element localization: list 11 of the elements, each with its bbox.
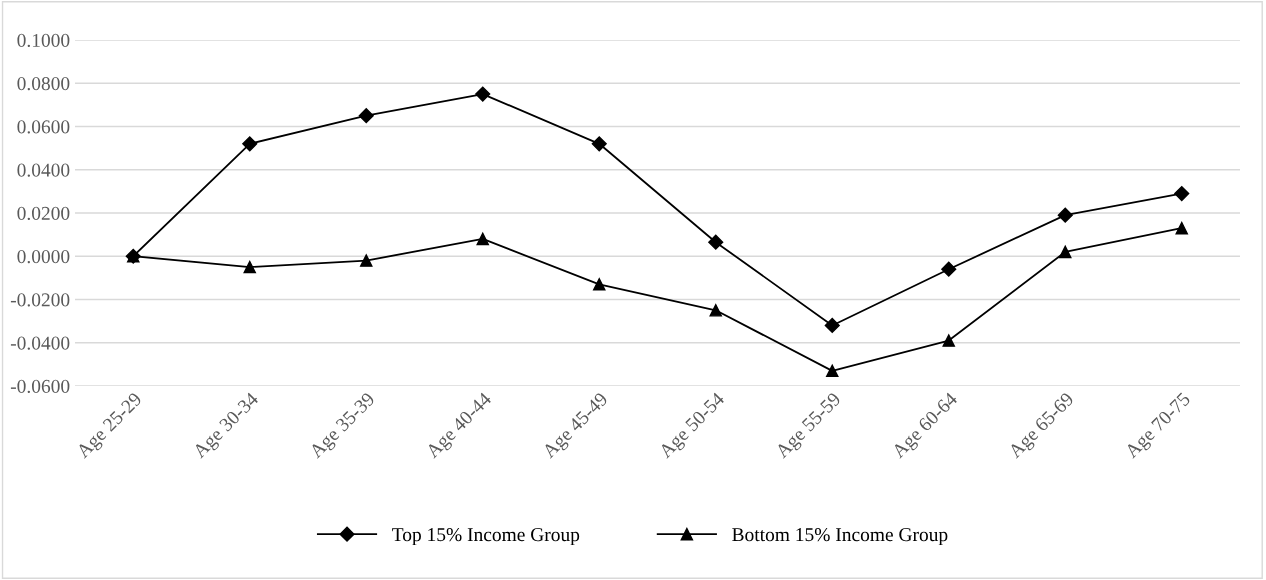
y-tick-label: 0.0400 (17, 163, 70, 177)
legend-label: Top 15% Income Group (392, 528, 580, 546)
y-tick-label: 0.0000 (17, 250, 70, 264)
y-tick-label: -0.0200 (10, 293, 70, 307)
legend-label: Bottom 15% Income Group (732, 528, 948, 546)
y-tick-label: 0.0200 (17, 206, 70, 221)
y-tick-label: 0.0600 (17, 120, 70, 134)
y-tick-label: 0.1000 (17, 33, 70, 48)
y-tick-label: 0.0800 (17, 77, 70, 91)
y-tick-label: -0.0400 (10, 336, 70, 350)
y-tick-label: -0.0600 (10, 379, 70, 394)
